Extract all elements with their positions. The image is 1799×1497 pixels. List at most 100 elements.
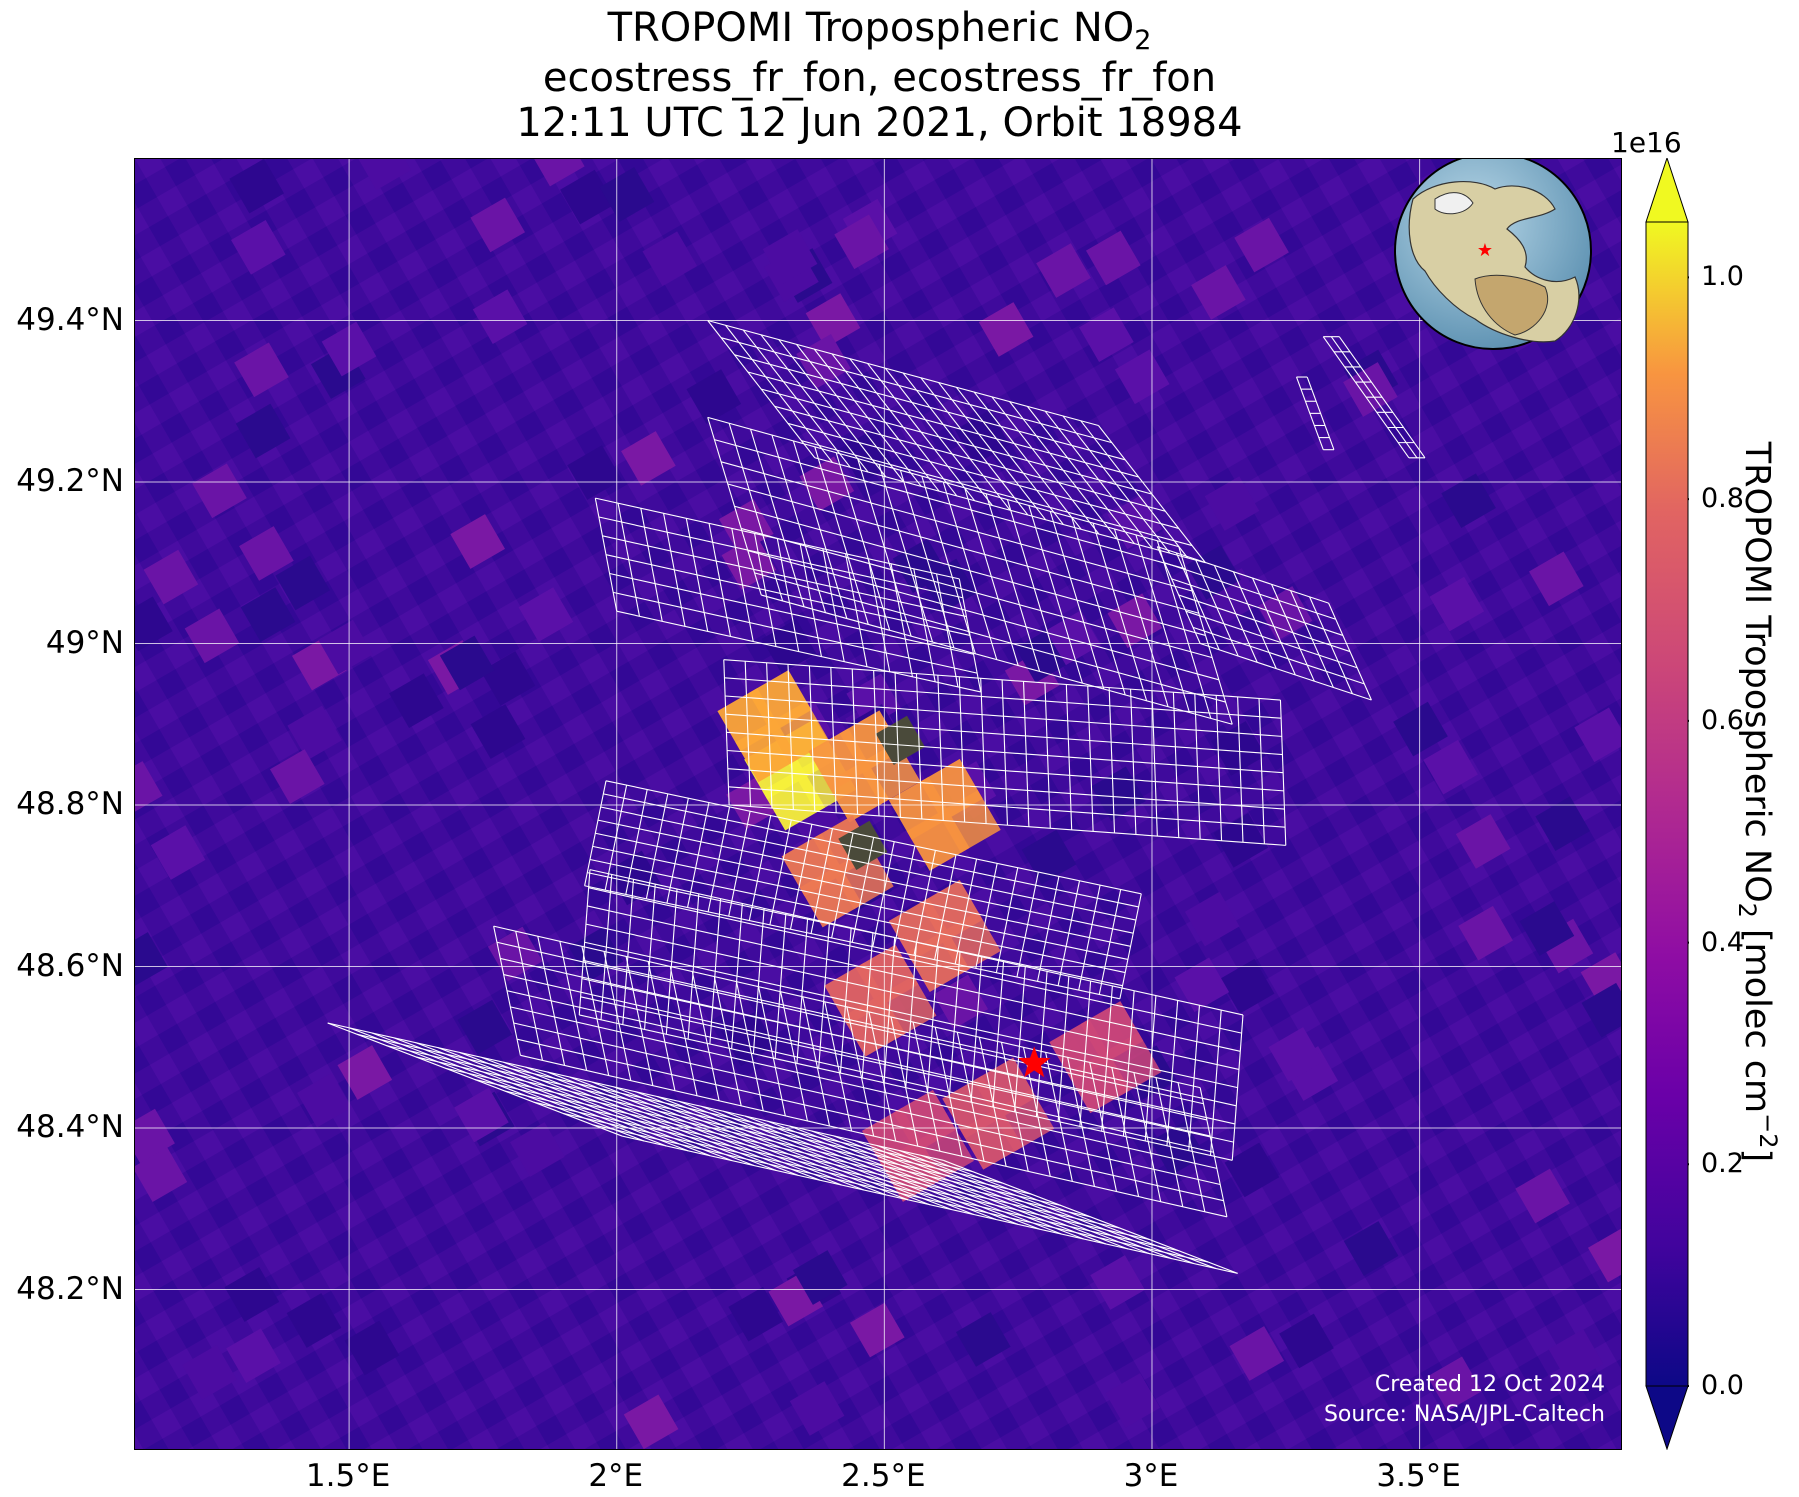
swath-line [720, 461, 1193, 592]
inset-globe: ★ [1394, 159, 1592, 350]
swath-line [747, 371, 1139, 478]
credit-created: Created 12 Oct 2024 [1374, 1372, 1605, 1397]
swath-grid [327, 1022, 1238, 1274]
no2-background-cell [240, 587, 296, 642]
swath-line [609, 572, 974, 655]
no2-background-cell [642, 231, 698, 287]
no2-background-cell [286, 1293, 342, 1348]
no2-background-cell [1186, 545, 1241, 600]
no2-background-cell [1079, 307, 1134, 363]
swath-line [510, 1006, 1218, 1169]
no2-background-cell [1036, 243, 1091, 298]
colorbar-exponent: 1e16 [1611, 126, 1682, 159]
swath-line [728, 786, 1286, 828]
swath-line [621, 1135, 1238, 1274]
swath-line [592, 1124, 1209, 1263]
swath-line [513, 1022, 1221, 1186]
swath-line [516, 1038, 1224, 1202]
colorbar-tick-label: 1.0 [1701, 261, 1744, 293]
no2-background-cell [1268, 1027, 1324, 1082]
lat-lon-gridlines [135, 159, 1621, 1449]
no2-background-cell [1114, 349, 1170, 405]
swath-line [1171, 578, 1344, 636]
globe-greenland [1434, 192, 1474, 215]
no2-background-cell [1580, 952, 1621, 1007]
swath-line [600, 806, 1137, 921]
no2-background-cell [1528, 551, 1584, 607]
no2-map-panel[interactable]: ★ Created 12 Oct 2024 Source: NASA/JPL-C… [134, 158, 1622, 1450]
swath-line [415, 1056, 1032, 1195]
no2-background-cell [135, 1147, 188, 1203]
no2-background-cell [1455, 814, 1511, 869]
no2-map-canvas: ★ [135, 159, 1621, 1449]
swath-line [493, 925, 1201, 1089]
swath-line [616, 610, 981, 693]
no2-background-cell [1423, 739, 1478, 795]
map-subtitle-time-orbit: 12:11 UTC 12 Jun 2021, Orbit 18984 [516, 100, 1243, 146]
swath-line [1164, 562, 1336, 620]
swath-line [787, 422, 1179, 529]
no2-background-cell [599, 167, 655, 222]
no2-background-cell [1090, 1255, 1145, 1310]
map-title: TROPOMI Tropospheric NO2 [607, 5, 1152, 56]
no2-background-cell [234, 342, 289, 398]
no2-background-cell [955, 1312, 1011, 1367]
swath-grid [723, 659, 1287, 846]
swath-line [580, 996, 1234, 1143]
no2-background-cell [135, 596, 173, 652]
longitude-tick-label: 3.5°E [1376, 1458, 1461, 1494]
colorbar [1645, 158, 1689, 1450]
swath-line [474, 1079, 1091, 1218]
no2-background-cell [728, 1286, 784, 1342]
no2-background-cell [1427, 1356, 1483, 1412]
no2-background-cell [480, 651, 536, 706]
no2-background-cell [226, 1328, 281, 1384]
swath-line [1306, 376, 1335, 450]
swath-line [1330, 336, 1418, 459]
no2-background-cell [1441, 473, 1496, 529]
no2-background-cell [933, 974, 989, 1030]
no2-background-cell [182, 1344, 237, 1400]
no2-background-cell [789, 1381, 845, 1436]
no2-background-cell [356, 159, 412, 191]
no2-background-cell [621, 431, 676, 486]
swath-line [500, 957, 1207, 1121]
longitude-tick-label: 2.5°E [841, 1458, 926, 1494]
no2-background-cell [1535, 796, 1591, 852]
no2-background-cell [560, 169, 615, 225]
no2-background-cell [457, 999, 513, 1055]
swath-line [1295, 376, 1324, 450]
map-subtitle-dataset: ecostress_fr_fon, ecostress_fr_fon [542, 55, 1217, 101]
colorbar-tick-label: 0.0 [1701, 1370, 1744, 1401]
no2-background-cell [623, 1394, 679, 1449]
no2-background-cell [1191, 265, 1246, 320]
globe-africa [1474, 274, 1549, 336]
no2-background-cell [1184, 891, 1240, 947]
swath-grid [1156, 546, 1372, 701]
swath-line [533, 1101, 1150, 1240]
no2-background-cell [1519, 901, 1575, 956]
no2-background-cell [192, 463, 247, 519]
no2-background-cell [1085, 230, 1141, 286]
no2-background-cell [472, 289, 528, 345]
colorbar-tick-label: 0.8 [1701, 483, 1744, 515]
no2-background-cell [150, 825, 206, 880]
swath-line [603, 793, 1139, 908]
no2-background-cell [567, 445, 622, 500]
no2-background-cell [1393, 701, 1448, 757]
swath-grid [1322, 336, 1426, 459]
swath-line [707, 319, 1099, 427]
no2-background-cell [224, 1267, 280, 1322]
swath-line [761, 388, 1153, 495]
no2-background-cell [834, 214, 889, 270]
no2-background-cell [454, 1087, 509, 1143]
swath-line [1199, 1087, 1228, 1217]
ecostress-swath-grids [327, 319, 1426, 1274]
no2-background-cell [275, 555, 331, 611]
no2-background-cell [529, 159, 585, 187]
no2-background-cell [230, 219, 286, 275]
colorbar-tick-label: 0.2 [1701, 1148, 1744, 1180]
swath-line [602, 535, 967, 618]
credit-source: Source: NASA/JPL-Caltech [1323, 1402, 1605, 1427]
swath-line [588, 887, 1242, 1034]
